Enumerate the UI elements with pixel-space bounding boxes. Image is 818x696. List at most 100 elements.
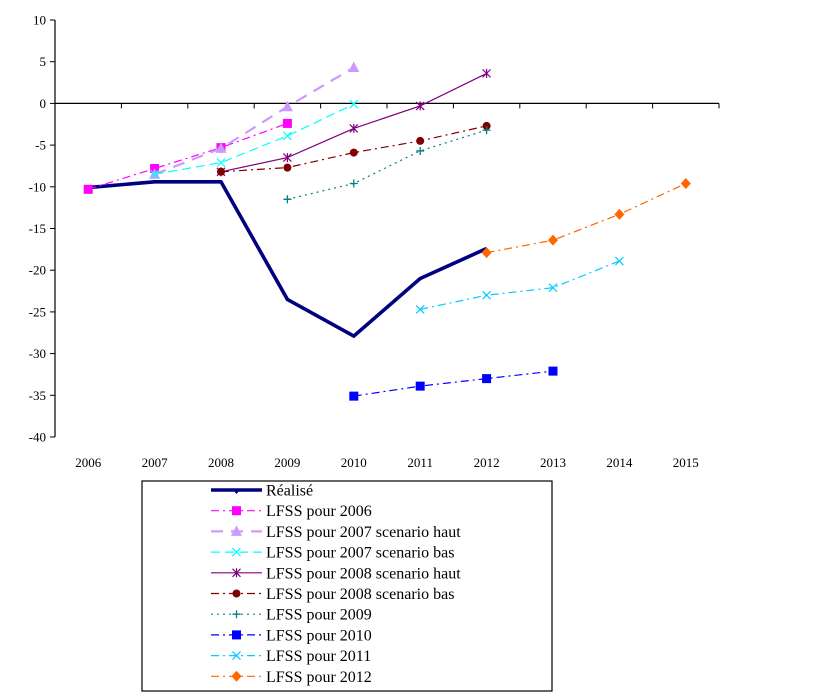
- data-point-marker: [416, 146, 425, 155]
- data-point-marker: [282, 118, 292, 128]
- legend-swatch-marker: [232, 568, 241, 578]
- y-tick-label: 10: [33, 13, 46, 28]
- data-point-marker: [548, 283, 558, 293]
- series-lfss-pour-2012: [481, 177, 691, 259]
- data-point-marker: [614, 208, 625, 220]
- legend-item: Réalisé: [211, 483, 313, 500]
- data-point-marker: [548, 234, 558, 246]
- series-lfss-pour-2010: [349, 366, 558, 401]
- series-line: [220, 72, 487, 173]
- legend-label: LFSS pour 2008 scenario haut: [266, 565, 461, 582]
- legend-label: LFSS pour 2011: [266, 648, 371, 665]
- y-tick-label: -5: [35, 138, 46, 153]
- legend-label: LFSS pour 2008 scenario bas: [266, 586, 454, 603]
- y-tick-label: -25: [29, 304, 46, 319]
- x-tick-label: 2012: [474, 455, 500, 470]
- y-tick-label: -30: [29, 346, 46, 361]
- series-line: [420, 260, 620, 310]
- legend-swatch-marker: [231, 525, 242, 536]
- legend-item: LFSS pour 2009: [211, 607, 372, 624]
- legend-item: LFSS pour 2012: [211, 669, 372, 686]
- series-line: [88, 180, 488, 339]
- x-tick-label: 2015: [673, 455, 699, 470]
- legend-item: LFSS pour 2008 scenario bas: [211, 586, 454, 603]
- data-point-marker: [216, 158, 226, 168]
- data-point-marker: [482, 126, 491, 135]
- x-tick-label: 2011: [407, 455, 433, 470]
- legend-item: LFSS pour 2006: [211, 503, 372, 520]
- legend-swatch-marker: [233, 490, 240, 494]
- y-tick-label: -35: [29, 388, 46, 403]
- legend-item: LFSS pour 2007 scenario bas: [211, 545, 454, 562]
- series-lfss-pour-2009: [283, 126, 491, 204]
- data-point-marker: [482, 121, 491, 130]
- data-point-marker: [482, 68, 492, 78]
- x-tick-label: 2009: [274, 455, 300, 470]
- data-point-marker: [282, 131, 292, 141]
- series-line: [154, 66, 355, 176]
- legend-box: [141, 480, 553, 692]
- series-lfss-pour-2011: [415, 256, 624, 314]
- legend-swatch-marker: [232, 589, 241, 598]
- data-point-marker: [283, 163, 292, 172]
- y-tick-label: 5: [40, 54, 47, 69]
- legend-swatch-marker: [231, 670, 242, 682]
- data-point-marker: [349, 391, 359, 401]
- x-tick-label: 2014: [606, 455, 633, 470]
- series-lfss-pour-2008-scenario-bas: [217, 121, 491, 176]
- y-tick-label: -20: [29, 263, 46, 278]
- data-point-marker: [349, 99, 359, 109]
- data-point-marker: [415, 101, 425, 111]
- series-line: [486, 182, 687, 254]
- legend-swatch-marker: [232, 610, 241, 619]
- y-tick-label: -40: [29, 430, 46, 445]
- legend-label: LFSS pour 2007 scenario haut: [266, 524, 461, 541]
- x-tick-label: 2008: [208, 455, 234, 470]
- legend-label: LFSS pour 2012: [266, 669, 372, 686]
- series-line: [154, 103, 355, 175]
- data-point-marker: [349, 123, 359, 133]
- data-point-marker: [416, 136, 425, 145]
- data-point-marker: [215, 142, 227, 153]
- data-point-marker: [482, 290, 492, 300]
- legend-label: LFSS pour 2009: [266, 607, 372, 624]
- legend-item: LFSS pour 2011: [211, 648, 371, 665]
- data-point-marker: [548, 366, 558, 376]
- legend-item: LFSS pour 2008 scenario haut: [211, 565, 461, 582]
- legend-label: LFSS pour 2010: [266, 627, 372, 644]
- y-tick-label: 0: [40, 96, 47, 111]
- legend-label: Réalisé: [266, 483, 313, 500]
- data-point-marker: [283, 195, 292, 204]
- data-point-marker: [415, 381, 425, 391]
- legend-item: LFSS pour 2010: [211, 627, 372, 644]
- series-lfss-pour-2008-scenario-haut: [216, 68, 492, 177]
- data-point-marker: [83, 184, 93, 194]
- legend-label: LFSS pour 2006: [266, 503, 372, 520]
- data-point-marker: [349, 179, 358, 188]
- data-point-marker: [481, 247, 492, 259]
- data-point-marker: [349, 148, 358, 157]
- data-point-marker: [217, 167, 225, 176]
- series-line: [287, 129, 487, 200]
- y-tick-label: -15: [29, 221, 46, 236]
- data-point-marker: [150, 169, 160, 179]
- legend-swatch-marker: [232, 651, 241, 661]
- series-line: [88, 122, 288, 190]
- plot-area: 10 5 0 -5 -10 -15 -20 -25 -30 -35 -40 2006 2007 2008 2…: [29, 13, 720, 470]
- series-line: [353, 370, 554, 397]
- data-point-marker: [282, 153, 292, 163]
- y-tick-label: -10: [29, 179, 46, 194]
- x-tick-label: 2007: [142, 455, 169, 470]
- x-tick-label: 2010: [341, 455, 367, 470]
- legend-swatch-marker: [232, 547, 241, 557]
- legend-swatch-marker: [232, 506, 241, 516]
- data-point-marker: [482, 374, 492, 384]
- series-lfss-pour-2007-scenario-haut: [149, 61, 360, 179]
- data-point-marker: [680, 177, 691, 189]
- data-point-marker: [415, 304, 425, 314]
- x-tick-label: 2013: [540, 455, 566, 470]
- series-lfss-pour-2007-scenario-bas: [150, 99, 359, 179]
- legend: Réalisé LFSS pour 2006 LFSS pour 2007 scen…: [141, 480, 553, 692]
- series-realise: [88, 180, 488, 339]
- data-point-marker: [348, 61, 360, 73]
